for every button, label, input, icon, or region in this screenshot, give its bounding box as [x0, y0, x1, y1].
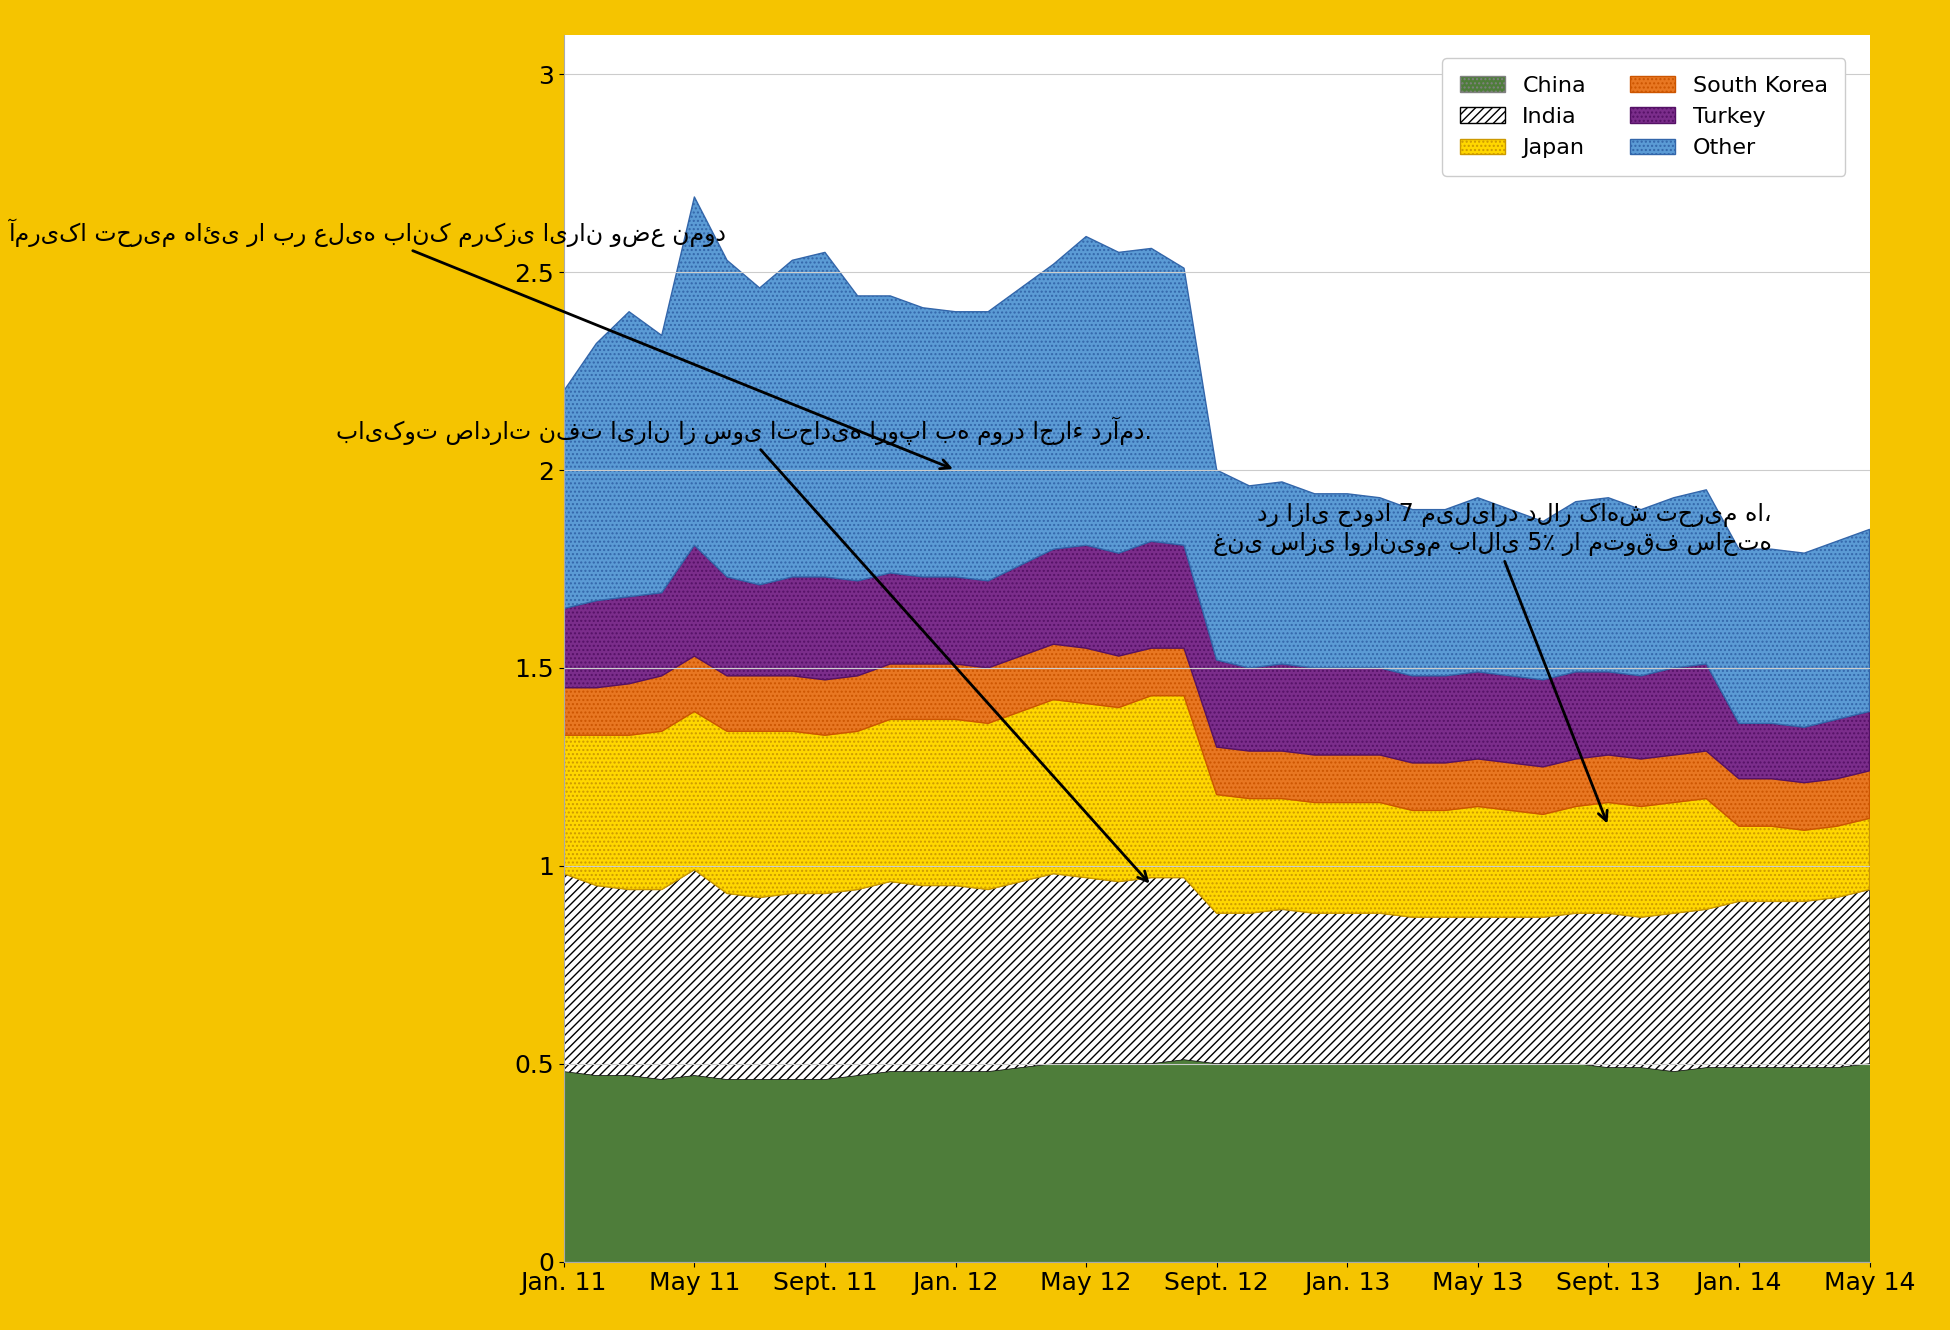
Legend: China, India, Japan, South Korea, Turkey, Other: China, India, Japan, South Korea, Turkey…	[1443, 59, 1845, 176]
Text: بایکوت صادرات نفت ایران از سوی اتحادیه اروپا به مورد اجراء درآمد.: بایکوت صادرات نفت ایران از سوی اتحادیه ا…	[335, 416, 1150, 882]
Text: در ازای حدودا 7 میلیارد دلار کاهش تحریم ها،
غنی سازی اورانیوم بالای 5٪ را متوقف : در ازای حدودا 7 میلیارد دلار کاهش تحریم …	[1213, 503, 1773, 821]
Text: آمریکا تحریم هائی را بر علیه بانک مرکزی ایران وضع نمود: آمریکا تحریم هائی را بر علیه بانک مرکزی …	[10, 218, 950, 468]
